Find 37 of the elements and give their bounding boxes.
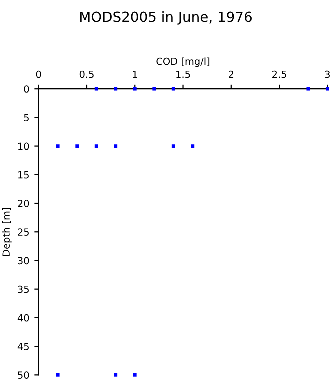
y-tick-label: 40 — [18, 314, 30, 322]
x-tick-label: 3 — [325, 70, 330, 78]
x-axis-title: COD [mg/l] — [156, 58, 210, 68]
point — [56, 144, 60, 148]
point — [172, 144, 176, 148]
point — [191, 144, 195, 148]
point — [114, 87, 118, 91]
x-tick-label: 0.5 — [80, 70, 94, 78]
y-axis-title: Depth [m] — [2, 208, 12, 256]
point — [94, 144, 98, 148]
x-tick-label: 1.5 — [176, 70, 190, 78]
y-tick-label: 0 — [24, 86, 30, 93]
point — [76, 144, 80, 148]
point — [133, 87, 137, 91]
point — [306, 87, 310, 91]
point — [94, 87, 98, 91]
y-tick-label: 50 — [18, 372, 30, 379]
x-tick-label: 1 — [133, 70, 138, 78]
y-tick-label: 35 — [18, 286, 29, 294]
x-tick-label: 2 — [229, 70, 234, 78]
point — [114, 373, 118, 377]
x-tick-label: 2.5 — [272, 70, 286, 78]
y-tick-label: 25 — [18, 228, 29, 236]
x-tick-label: 0 — [36, 70, 42, 78]
y-tick-label: 10 — [18, 142, 30, 150]
y-tick-label: 30 — [18, 257, 30, 265]
y-tick-label: 20 — [18, 200, 30, 208]
point — [133, 373, 137, 377]
y-tick-label: 5 — [24, 114, 29, 122]
point — [114, 144, 118, 148]
point — [326, 87, 330, 91]
y-tick-label: 15 — [18, 172, 29, 179]
point — [56, 373, 60, 377]
y-tick-label: 45 — [18, 343, 29, 350]
point — [172, 87, 176, 91]
chart-title: MODS2005 in June, 1976 — [80, 12, 252, 25]
point — [152, 87, 156, 91]
